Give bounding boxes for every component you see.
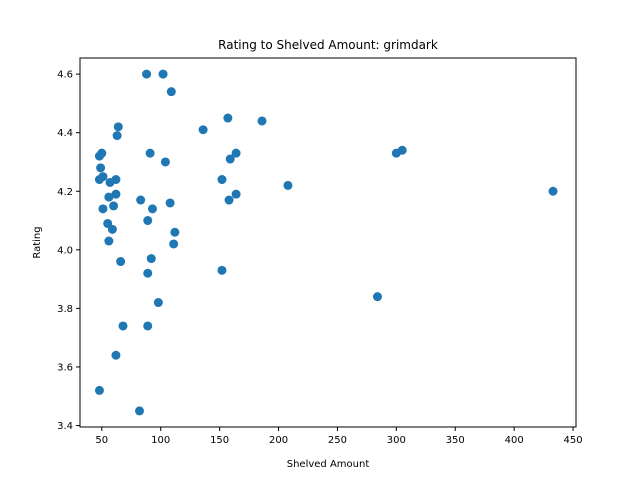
- data-point-22: [105, 177, 115, 187]
- data-point-14: [94, 151, 104, 161]
- data-point-7: [198, 125, 208, 135]
- x-tick-label: 150: [210, 435, 229, 446]
- data-point-36: [107, 224, 117, 234]
- x-tick-label: 300: [387, 435, 406, 446]
- data-point-11: [145, 148, 155, 158]
- x-tick-label: 50: [95, 435, 108, 446]
- data-point-30: [165, 198, 175, 208]
- data-point-19: [94, 175, 104, 185]
- data-point-2: [158, 69, 168, 79]
- points-layer: [94, 69, 558, 416]
- x-axis-ticks: 50 100 150 200 250 300 350 400 450: [95, 427, 583, 446]
- x-tick-label: 450: [564, 435, 583, 446]
- data-point-32: [98, 204, 108, 214]
- y-tick-label: 4.6: [57, 70, 73, 81]
- data-point-42: [217, 265, 227, 275]
- data-point-47: [143, 321, 153, 331]
- x-tick-label: 250: [328, 435, 347, 446]
- data-point-21: [217, 175, 227, 185]
- x-tick-label: 350: [446, 435, 465, 446]
- x-tick-label: 400: [505, 435, 524, 446]
- data-point-6: [113, 122, 123, 132]
- data-point-33: [147, 204, 157, 214]
- data-point-45: [153, 298, 163, 308]
- data-point-48: [111, 350, 121, 360]
- y-tick-label: 4.2: [57, 187, 73, 198]
- data-point-39: [169, 239, 179, 249]
- data-point-3: [166, 87, 176, 97]
- data-point-12: [231, 148, 241, 158]
- data-point-26: [231, 189, 241, 199]
- y-tick-label: 4.4: [57, 128, 73, 139]
- y-tick-label: 3.4: [57, 421, 73, 432]
- data-point-41: [116, 257, 126, 267]
- axes-frame: [79, 57, 577, 428]
- data-point-28: [136, 195, 146, 205]
- data-point-15: [225, 154, 235, 164]
- data-point-29: [224, 195, 234, 205]
- data-point-24: [548, 186, 558, 196]
- data-point-23: [283, 180, 293, 190]
- chart-title: Rating to Shelved Amount: grimdark: [218, 38, 438, 52]
- data-point-46: [118, 321, 128, 331]
- data-point-1: [142, 69, 152, 79]
- x-tick-label: 200: [269, 435, 288, 446]
- data-point-31: [109, 201, 119, 211]
- data-point-27: [104, 192, 114, 202]
- data-point-43: [143, 268, 153, 278]
- y-tick-label: 3.6: [57, 362, 73, 373]
- data-point-4: [223, 113, 233, 123]
- y-axis-label: Rating: [32, 226, 43, 258]
- data-point-5: [257, 116, 267, 126]
- data-point-17: [96, 163, 106, 173]
- data-point-37: [170, 227, 180, 237]
- data-point-50: [135, 406, 144, 416]
- x-tick-label: 100: [151, 435, 170, 446]
- data-point-8: [112, 131, 122, 141]
- data-point-34: [143, 216, 153, 226]
- x-axis-label: Shelved Amount: [287, 459, 370, 470]
- data-point-25: [111, 189, 121, 199]
- data-point-40: [146, 254, 156, 264]
- y-axis-ticks: 3.4 3.6 3.8 4.0 4.2 4.4 4.6: [57, 70, 80, 432]
- data-point-13: [391, 148, 401, 158]
- data-point-44: [372, 292, 382, 302]
- data-point-16: [160, 157, 170, 167]
- y-tick-label: 3.8: [57, 304, 73, 315]
- data-point-38: [104, 236, 114, 246]
- data-point-49: [94, 385, 104, 395]
- y-tick-label: 4.0: [57, 245, 73, 256]
